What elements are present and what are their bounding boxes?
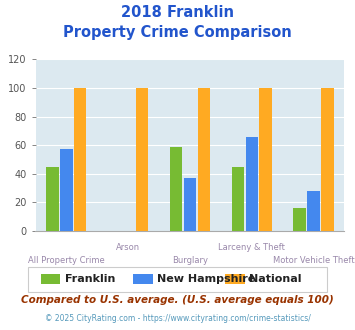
Bar [231, 167, 244, 231]
Bar [184, 178, 196, 231]
Bar [74, 88, 87, 231]
Text: Burglary: Burglary [172, 256, 208, 265]
Text: Property Crime Comparison: Property Crime Comparison [63, 25, 292, 40]
Bar [136, 88, 148, 231]
Bar [246, 137, 258, 231]
Bar [46, 167, 59, 231]
Text: Franklin: Franklin [65, 274, 115, 284]
Bar [170, 147, 182, 231]
Bar [60, 149, 72, 231]
Bar [307, 191, 320, 231]
Bar [321, 88, 334, 231]
Bar [260, 88, 272, 231]
Text: © 2025 CityRating.com - https://www.cityrating.com/crime-statistics/: © 2025 CityRating.com - https://www.city… [45, 314, 310, 323]
Text: Motor Vehicle Theft: Motor Vehicle Theft [273, 256, 354, 265]
Text: Arson: Arson [116, 243, 140, 251]
Bar [198, 88, 210, 231]
Text: 2018 Franklin: 2018 Franklin [121, 5, 234, 20]
Text: All Property Crime: All Property Crime [28, 256, 105, 265]
Text: Larceny & Theft: Larceny & Theft [218, 243, 285, 251]
Text: Compared to U.S. average. (U.S. average equals 100): Compared to U.S. average. (U.S. average … [21, 295, 334, 305]
Bar [293, 208, 306, 231]
Text: National: National [249, 274, 302, 284]
Text: New Hampshire: New Hampshire [157, 274, 255, 284]
